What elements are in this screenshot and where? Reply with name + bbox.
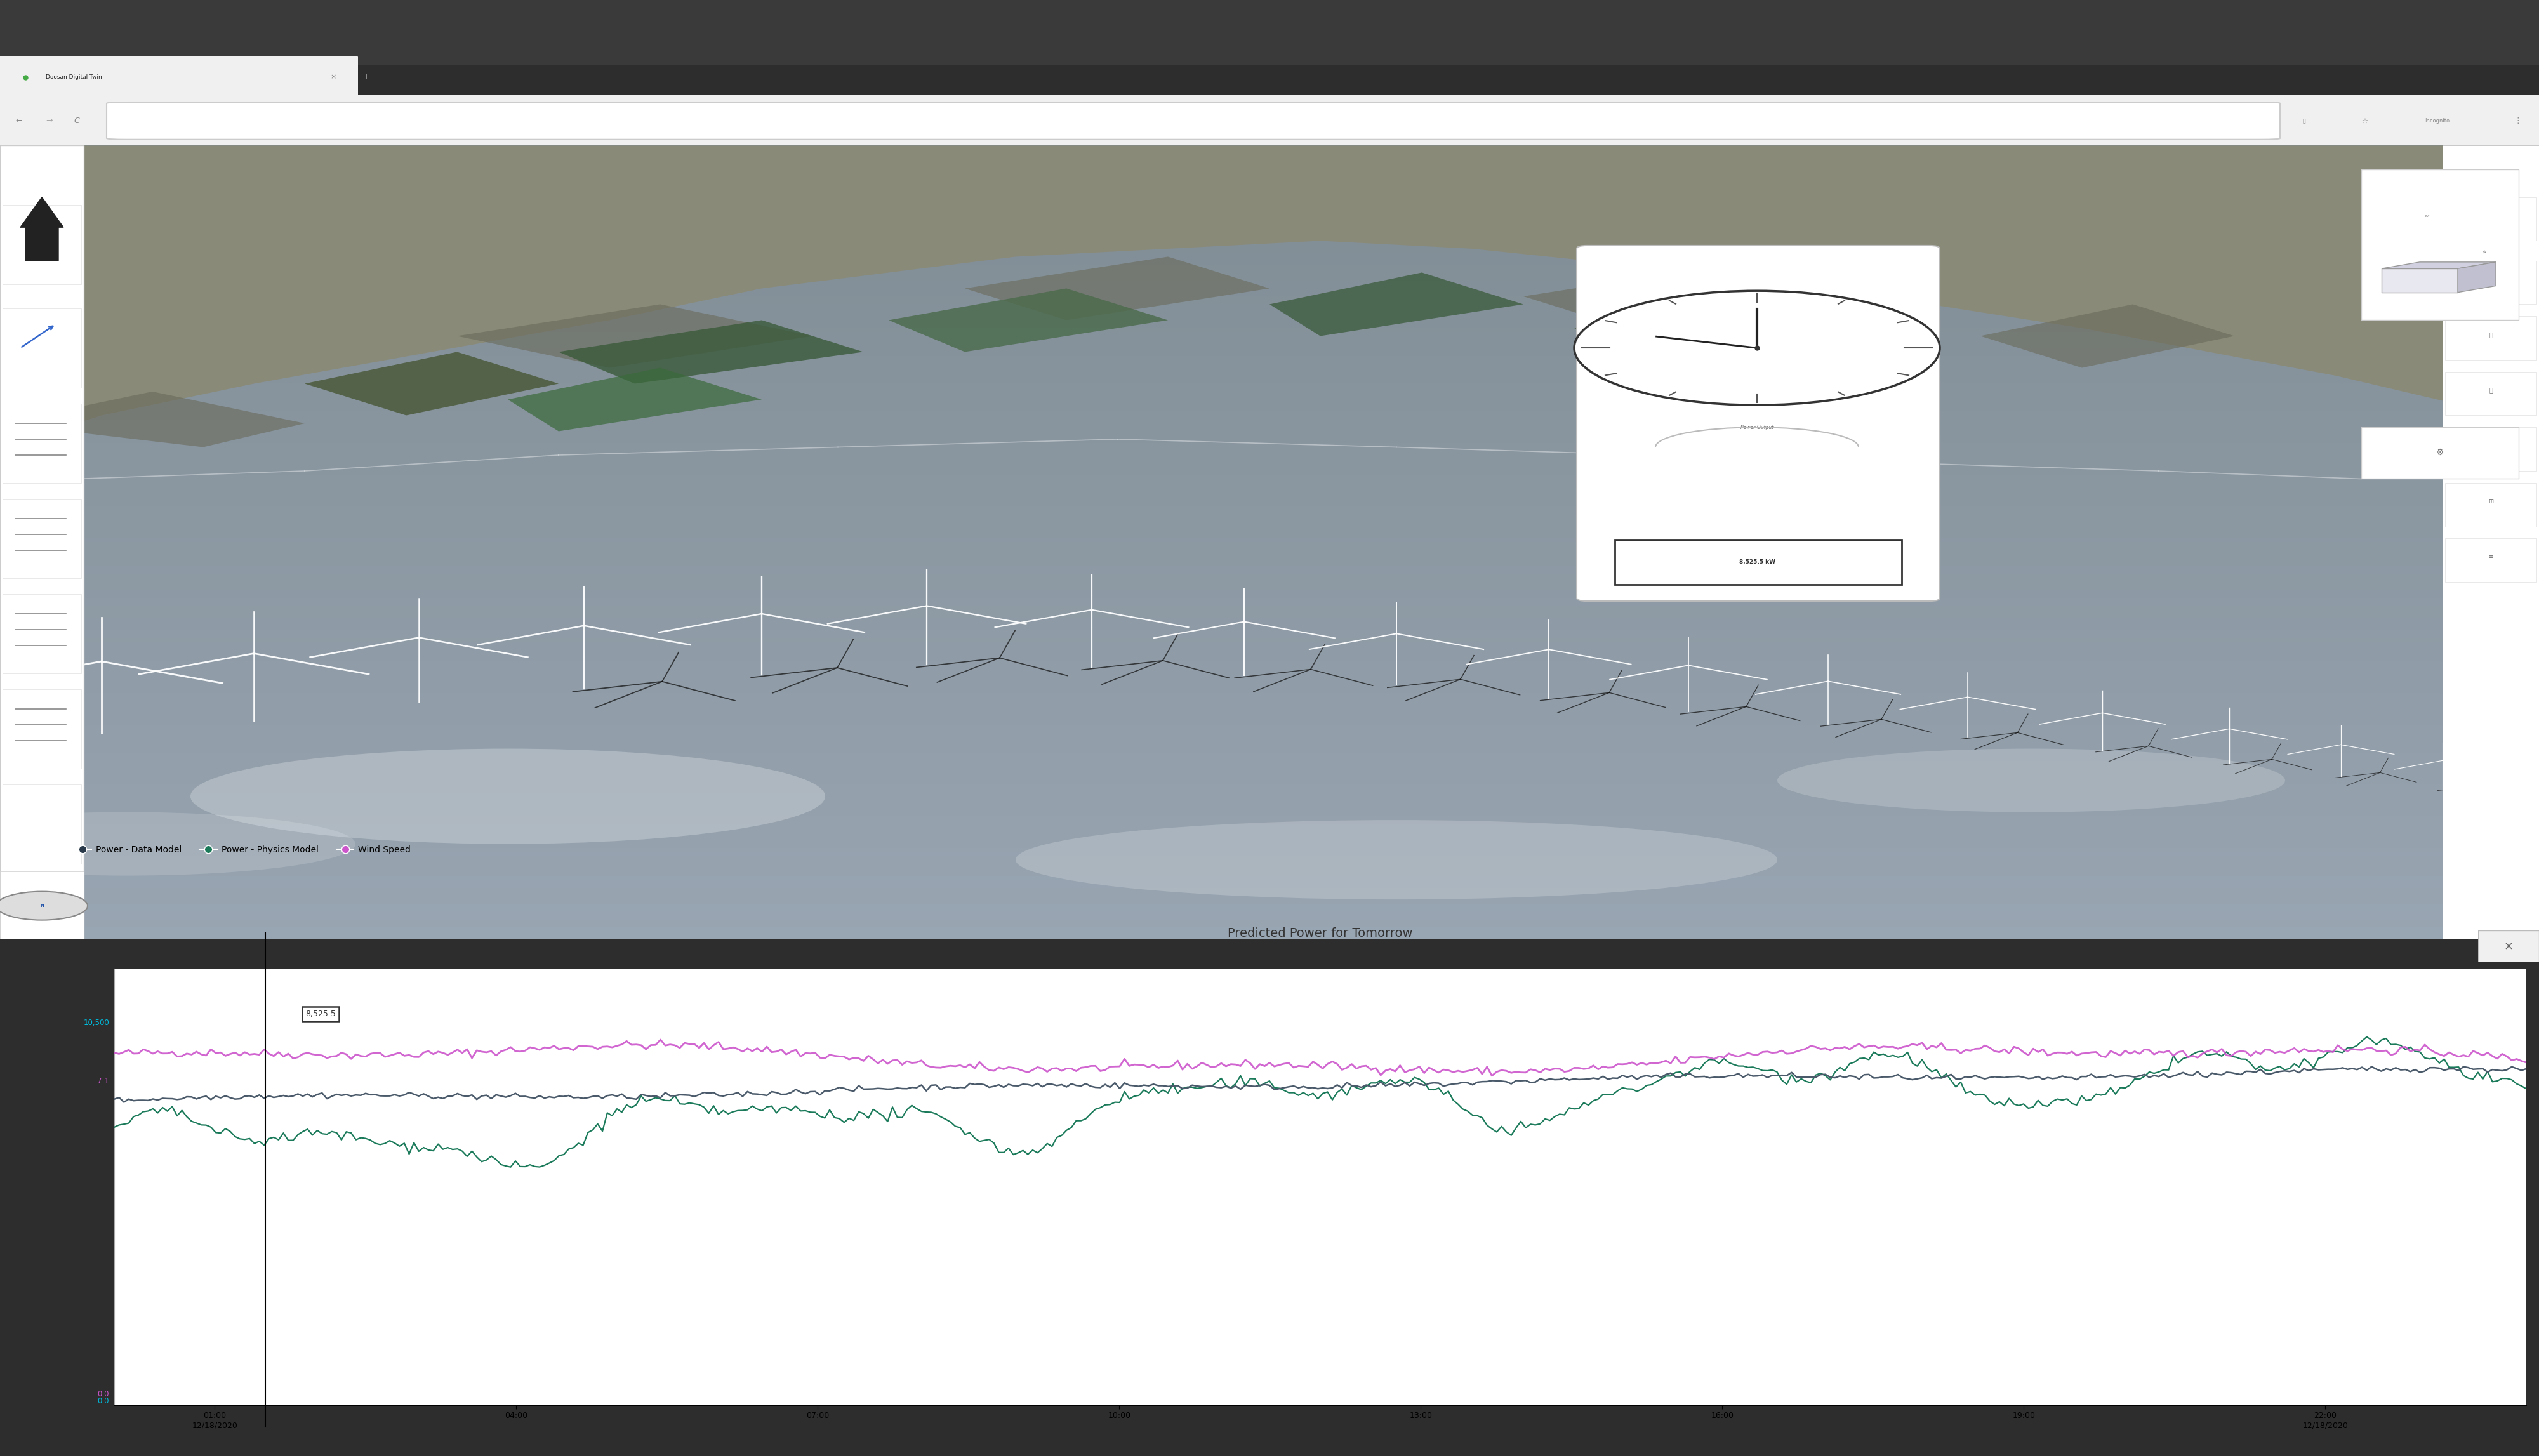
Polygon shape (508, 368, 762, 431)
Bar (3, 309, 81, 387)
Bar (3, 403, 81, 483)
Ellipse shape (1777, 748, 2285, 812)
Bar (2361, 427, 2519, 479)
Bar (2445, 427, 2536, 470)
Circle shape (0, 891, 86, 920)
Polygon shape (965, 256, 1270, 320)
Legend: Power - Data Model, Power - Physics Model, Wind Speed: Power - Data Model, Power - Physics Mode… (71, 842, 414, 858)
FancyBboxPatch shape (1577, 246, 1940, 601)
Text: Power Output: Power Output (1739, 425, 1775, 430)
Text: ☆: ☆ (2361, 118, 2366, 124)
Polygon shape (305, 352, 559, 415)
Circle shape (1574, 291, 1940, 405)
Bar (2445, 316, 2536, 360)
Text: TOP: TOP (2425, 214, 2430, 217)
Polygon shape (457, 304, 812, 368)
Bar (0, 0, 2539, 66)
Polygon shape (1574, 297, 1828, 360)
Bar (2445, 539, 2536, 582)
Polygon shape (1523, 265, 1828, 328)
Text: ←: ← (15, 116, 23, 125)
Bar (2445, 483, 2536, 527)
Text: 8,525.5 kW: 8,525.5 kW (1739, 559, 1775, 565)
Text: 🔍: 🔍 (2488, 387, 2493, 393)
Text: ✋: ✋ (2488, 275, 2493, 282)
Polygon shape (0, 146, 2539, 447)
Ellipse shape (0, 812, 355, 875)
Bar (0, 872, 84, 939)
Polygon shape (559, 320, 863, 383)
FancyBboxPatch shape (107, 102, 2280, 140)
Text: Incognito: Incognito (2425, 118, 2450, 124)
Bar (2443, 146, 2539, 939)
Text: RT: RT (2481, 250, 2486, 255)
Ellipse shape (190, 748, 825, 844)
Polygon shape (1980, 304, 2234, 368)
Polygon shape (2458, 262, 2496, 293)
Bar (3, 689, 81, 769)
Text: →: → (46, 116, 53, 125)
Bar (2445, 197, 2536, 240)
Text: C: C (74, 116, 79, 125)
Text: +: + (363, 73, 371, 82)
Ellipse shape (1016, 820, 1777, 900)
Bar (2445, 371, 2536, 415)
FancyBboxPatch shape (0, 55, 358, 99)
Text: N: N (41, 904, 43, 907)
Title: Predicted Power for Tomorrow: Predicted Power for Tomorrow (1229, 927, 1412, 939)
Bar (3, 594, 81, 673)
Bar (2445, 261, 2536, 304)
Text: ⊞: ⊞ (2488, 498, 2493, 504)
Bar (3, 785, 81, 863)
Text: 0.0: 0.0 (96, 1390, 109, 1398)
Text: ×: × (2503, 941, 2514, 952)
Bar (3, 205, 81, 284)
Text: ⬜: ⬜ (2488, 332, 2493, 338)
Text: 0.0: 0.0 (96, 1398, 109, 1405)
Polygon shape (889, 288, 1168, 352)
Bar (3, 499, 81, 578)
Text: 8,525.5: 8,525.5 (305, 1009, 335, 1018)
Text: 🔇: 🔇 (2303, 118, 2305, 124)
Polygon shape (1270, 272, 1523, 336)
FancyBboxPatch shape (1615, 540, 1902, 584)
Polygon shape (2382, 262, 2496, 268)
Text: ⟳: ⟳ (2488, 213, 2493, 218)
Text: Doosan Digital Twin: Doosan Digital Twin (46, 74, 102, 80)
Polygon shape (20, 197, 63, 261)
Polygon shape (2382, 268, 2458, 293)
Text: 🗂: 🗂 (2488, 443, 2493, 448)
Text: ⋮: ⋮ (2514, 116, 2521, 125)
Text: ⚙: ⚙ (2435, 448, 2445, 457)
Bar (0, 95, 2539, 146)
Text: 10,500: 10,500 (84, 1019, 109, 1026)
Text: 7.1: 7.1 (96, 1077, 109, 1085)
Text: ×: × (330, 74, 335, 80)
Bar (0, 146, 84, 939)
Bar (2361, 169, 2519, 320)
Bar (0, 66, 2539, 95)
Text: ≡: ≡ (2488, 553, 2493, 559)
Polygon shape (0, 392, 305, 447)
